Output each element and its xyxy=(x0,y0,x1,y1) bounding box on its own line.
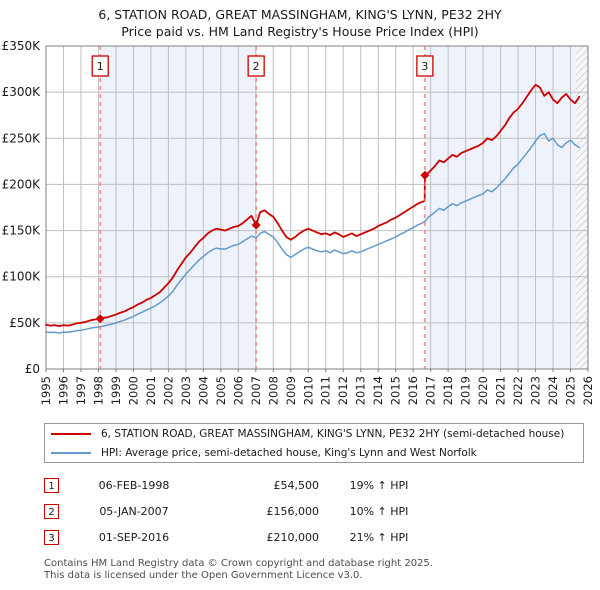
legend-swatch-hpi-icon xyxy=(51,451,91,454)
table-row: 2 05-JAN-2007 £156,000 10% ↑ HPI xyxy=(44,498,464,524)
txn-marker-badge-2: 2 xyxy=(44,503,59,519)
txn-hpi-delta-3: 21% ↑ HPI xyxy=(349,530,409,544)
marker-badge-box-3[interactable] xyxy=(416,55,434,77)
x-axis-tick-label: 2019 xyxy=(459,376,473,405)
x-axis-tick-label: 2008 xyxy=(266,376,280,405)
x-axis-tick-label: 2016 xyxy=(406,376,420,405)
txn-hpi-delta-2: 10% ↑ HPI xyxy=(349,504,409,518)
x-axis-tick-label: 2020 xyxy=(476,376,490,405)
legend-item-price-paid: 6, STATION ROAD, GREAT MASSINGHAM, KING'… xyxy=(45,424,583,443)
x-axis-tick-label: 2021 xyxy=(494,376,508,405)
y-axis-tick-label: £100K xyxy=(2,270,42,284)
x-axis-tick-label: 2023 xyxy=(529,376,543,405)
legend-label-hpi: HPI: Average price, semi-detached house,… xyxy=(101,446,477,459)
y-axis-tick-label: £150K xyxy=(2,224,42,238)
marker-point-3[interactable] xyxy=(420,170,430,180)
x-axis-tick-label: 2003 xyxy=(179,376,193,405)
x-axis-tick-label: 2005 xyxy=(214,376,228,405)
marker-badge-box-1[interactable] xyxy=(91,55,109,77)
y-axis-tick-label: £300K xyxy=(2,85,42,99)
footer-line-1: Contains HM Land Registry data © Crown c… xyxy=(44,558,433,569)
x-axis-tick-label: 2024 xyxy=(546,376,560,405)
x-axis-tick-label: 1998 xyxy=(91,376,105,405)
copyright-footer: Contains HM Land Registry data © Crown c… xyxy=(44,558,584,582)
y-axis-tick-label: £50K xyxy=(9,316,41,330)
series-line-hpi xyxy=(45,132,581,334)
x-axis-tick-label: 2026 xyxy=(581,376,595,405)
marker-badge-label-3: 3 xyxy=(421,60,428,73)
ownership-band-1 xyxy=(100,46,257,369)
x-axis-tick-label: 2025 xyxy=(564,376,578,405)
marker-badge-box-2[interactable] xyxy=(247,55,265,77)
x-axis-tick-label: 2007 xyxy=(249,376,263,405)
x-axis-tick-label: 2010 xyxy=(301,376,315,405)
marker-badge-label-1: 1 xyxy=(97,60,104,73)
txn-price-1: £54,500 xyxy=(273,478,320,492)
txn-hpi-delta-1: 19% ↑ HPI xyxy=(349,478,409,492)
marker-point-2[interactable] xyxy=(251,220,261,230)
transactions-table: 1 06-FEB-1998 £54,500 19% ↑ HPI 2 05-JAN… xyxy=(44,472,464,550)
legend-label-price-paid: 6, STATION ROAD, GREAT MASSINGHAM, KING'… xyxy=(101,427,565,440)
y-axis-tick-label: £350K xyxy=(2,39,42,53)
x-axis-tick-label: 2017 xyxy=(424,376,438,405)
marker-badge-label-2: 2 xyxy=(253,60,260,73)
x-axis-tick-label: 2000 xyxy=(126,376,140,405)
txn-marker-badge-1: 1 xyxy=(44,477,59,493)
y-axis-tick-label: £250K xyxy=(2,131,42,145)
x-axis-tick-label: 2006 xyxy=(231,376,245,405)
x-axis-tick-label: 2004 xyxy=(196,376,210,405)
txn-price-3: £210,000 xyxy=(266,530,320,544)
x-axis-tick-label: 2009 xyxy=(284,376,298,405)
title-line-1: 6, STATION ROAD, GREAT MASSINGHAM, KING'… xyxy=(98,7,502,22)
x-axis-tick-label: 2015 xyxy=(389,376,403,405)
txn-date-3: 01-SEP-2016 xyxy=(98,530,170,544)
plot-frame xyxy=(45,45,589,370)
marker-point-1[interactable] xyxy=(95,314,105,324)
title-line-2: Price paid vs. HM Land Registry's House … xyxy=(121,24,479,39)
table-row: 1 06-FEB-1998 £54,500 19% ↑ HPI xyxy=(44,472,464,498)
ownership-band-2 xyxy=(424,46,588,369)
txn-marker-badge-3: 3 xyxy=(44,529,59,545)
txn-date-2: 05-JAN-2007 xyxy=(99,504,169,518)
x-axis-tick-label: 1997 xyxy=(74,376,88,405)
table-row: 3 01-SEP-2016 £210,000 21% ↑ HPI xyxy=(44,524,464,550)
x-axis-tick-label: 2022 xyxy=(511,376,525,405)
series-line-price-paid xyxy=(45,83,581,327)
x-axis-tick-label: 2014 xyxy=(371,376,385,405)
page-title: 6, STATION ROAD, GREAT MASSINGHAM, KING'… xyxy=(0,6,600,40)
legend-item-hpi: HPI: Average price, semi-detached house,… xyxy=(45,443,583,462)
legend-swatch-price-paid-icon xyxy=(51,432,91,435)
provisional-data-band xyxy=(575,46,588,369)
y-axis-tick-label: £200K xyxy=(2,177,42,191)
price-history-chart: £0 £50K £100K £150K £200K £250K £300K £350K 1995… xyxy=(2,39,595,405)
y-axis-tick-label: £0 xyxy=(25,362,40,376)
txn-date-1: 06-FEB-1998 xyxy=(98,478,170,492)
x-axis-tick-label: 2013 xyxy=(354,376,368,405)
x-axis-tick-label: 2011 xyxy=(319,376,333,405)
x-axis-tick-label: 2001 xyxy=(144,376,158,405)
txn-price-2: £156,000 xyxy=(266,504,320,518)
x-axis-tick-label: 1999 xyxy=(109,376,123,405)
x-axis-tick-label: 1995 xyxy=(39,376,53,405)
chart-legend: 6, STATION ROAD, GREAT MASSINGHAM, KING'… xyxy=(44,423,584,463)
footer-line-2: This data is licensed under the Open Gov… xyxy=(44,570,363,581)
x-axis-tick-label: 2002 xyxy=(161,376,175,405)
x-axis-tick-label: 1996 xyxy=(56,376,70,405)
x-axis-tick-label: 2012 xyxy=(336,376,350,405)
x-axis-tick-label: 2018 xyxy=(441,376,455,405)
